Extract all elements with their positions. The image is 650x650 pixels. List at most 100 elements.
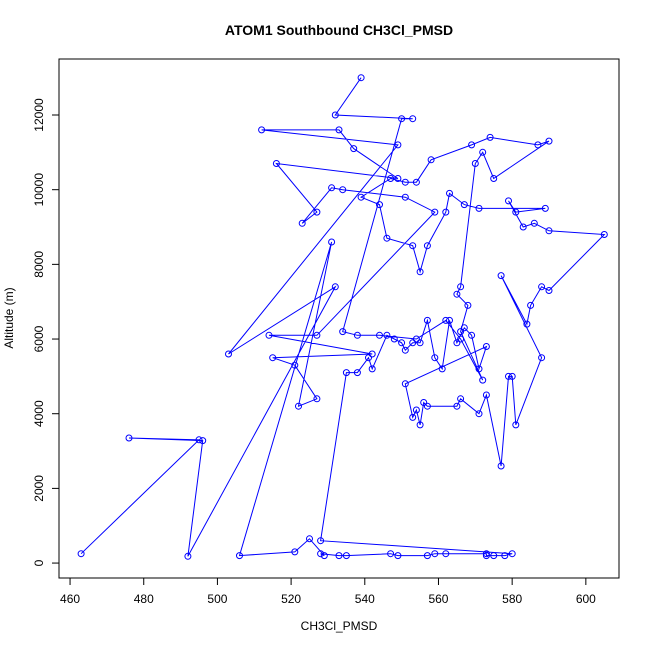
data-point bbox=[538, 354, 546, 362]
data-point bbox=[368, 365, 376, 373]
data-point bbox=[508, 550, 516, 558]
data-point bbox=[376, 201, 383, 209]
data-point bbox=[457, 283, 465, 291]
data-point bbox=[538, 283, 546, 291]
data-point bbox=[412, 335, 420, 343]
data-point bbox=[501, 552, 509, 560]
data-point bbox=[505, 197, 512, 205]
data-point bbox=[479, 376, 487, 384]
data-point bbox=[497, 462, 505, 470]
x-tick-label: 480 bbox=[134, 592, 154, 606]
data-point bbox=[457, 395, 465, 403]
data-point bbox=[313, 395, 321, 403]
data-point bbox=[265, 331, 273, 339]
data-point bbox=[331, 111, 339, 119]
y-tick-label: 0 bbox=[32, 559, 46, 566]
x-tick-label: 600 bbox=[576, 592, 596, 606]
data-point bbox=[442, 550, 450, 558]
data-point bbox=[317, 537, 325, 545]
data-point bbox=[446, 316, 453, 324]
data-point bbox=[442, 316, 450, 324]
x-tick-label: 580 bbox=[502, 592, 522, 606]
data-point bbox=[272, 160, 280, 167]
data-point bbox=[475, 365, 483, 373]
data-point bbox=[339, 186, 347, 194]
data-point bbox=[490, 175, 498, 182]
data-point bbox=[342, 369, 350, 377]
data-point bbox=[353, 331, 361, 339]
data-point bbox=[482, 550, 490, 558]
data-point bbox=[269, 354, 277, 362]
data-points bbox=[77, 74, 608, 560]
y-tick-label: 6000 bbox=[32, 325, 46, 352]
data-point bbox=[409, 413, 417, 421]
data-point bbox=[453, 402, 461, 410]
chart-title: ATOM1 Southbound CH3Cl_PMSD bbox=[225, 22, 453, 38]
data-point bbox=[468, 141, 476, 149]
x-axis: 460 480 500 520 540 560 580 600 bbox=[60, 577, 596, 606]
data-point bbox=[482, 391, 490, 399]
data-point bbox=[438, 365, 446, 373]
plot-frame bbox=[58, 58, 620, 579]
data-point bbox=[545, 227, 553, 235]
data-point bbox=[401, 193, 409, 201]
data-point bbox=[490, 552, 498, 560]
data-point bbox=[471, 160, 479, 167]
data-point bbox=[519, 223, 527, 231]
data-point bbox=[387, 175, 395, 182]
data-point bbox=[328, 184, 336, 192]
data-point bbox=[77, 550, 85, 558]
data-point bbox=[416, 268, 424, 276]
y-tick-label: 10000 bbox=[32, 173, 46, 207]
data-point bbox=[390, 335, 398, 343]
data-point bbox=[412, 178, 420, 186]
data-point bbox=[420, 399, 428, 406]
data-point bbox=[508, 372, 516, 380]
data-point bbox=[291, 548, 299, 556]
data-point bbox=[365, 354, 372, 362]
data-point bbox=[398, 339, 406, 347]
data-point bbox=[527, 301, 535, 309]
data-point bbox=[460, 324, 468, 332]
data-point bbox=[184, 552, 192, 560]
data-point bbox=[368, 350, 376, 358]
data-point bbox=[306, 535, 313, 543]
data-point bbox=[331, 283, 339, 291]
data-point bbox=[457, 328, 465, 336]
data-point bbox=[409, 115, 417, 123]
y-tick-label: 2000 bbox=[32, 475, 46, 502]
data-point bbox=[479, 148, 487, 156]
data-point bbox=[317, 550, 325, 558]
data-series bbox=[80, 77, 606, 557]
data-point bbox=[335, 552, 343, 560]
data-point bbox=[523, 320, 531, 328]
y-axis: 0 2000 4000 6000 8000 10000 12000 bbox=[32, 98, 60, 566]
y-tick-label: 12000 bbox=[32, 98, 46, 132]
data-point bbox=[475, 410, 483, 418]
data-point bbox=[416, 339, 424, 347]
data-point bbox=[398, 115, 406, 123]
data-point bbox=[431, 354, 439, 362]
data-point bbox=[125, 434, 133, 442]
data-point bbox=[512, 421, 520, 429]
data-point bbox=[350, 145, 358, 153]
data-point bbox=[383, 331, 391, 339]
data-point bbox=[357, 74, 365, 82]
data-point bbox=[431, 550, 439, 558]
data-point bbox=[195, 436, 203, 444]
data-point bbox=[339, 328, 347, 336]
data-point bbox=[431, 208, 439, 216]
x-tick-label: 540 bbox=[355, 592, 375, 606]
data-point bbox=[423, 402, 431, 410]
data-point bbox=[530, 219, 538, 227]
data-point bbox=[442, 208, 450, 216]
data-point bbox=[497, 272, 505, 280]
series-line-0 bbox=[80, 77, 606, 557]
data-point bbox=[376, 331, 383, 339]
y-tick-label: 8000 bbox=[32, 251, 46, 278]
data-point bbox=[453, 339, 461, 347]
data-point bbox=[427, 156, 435, 164]
data-point bbox=[342, 552, 350, 560]
data-point bbox=[412, 406, 420, 414]
